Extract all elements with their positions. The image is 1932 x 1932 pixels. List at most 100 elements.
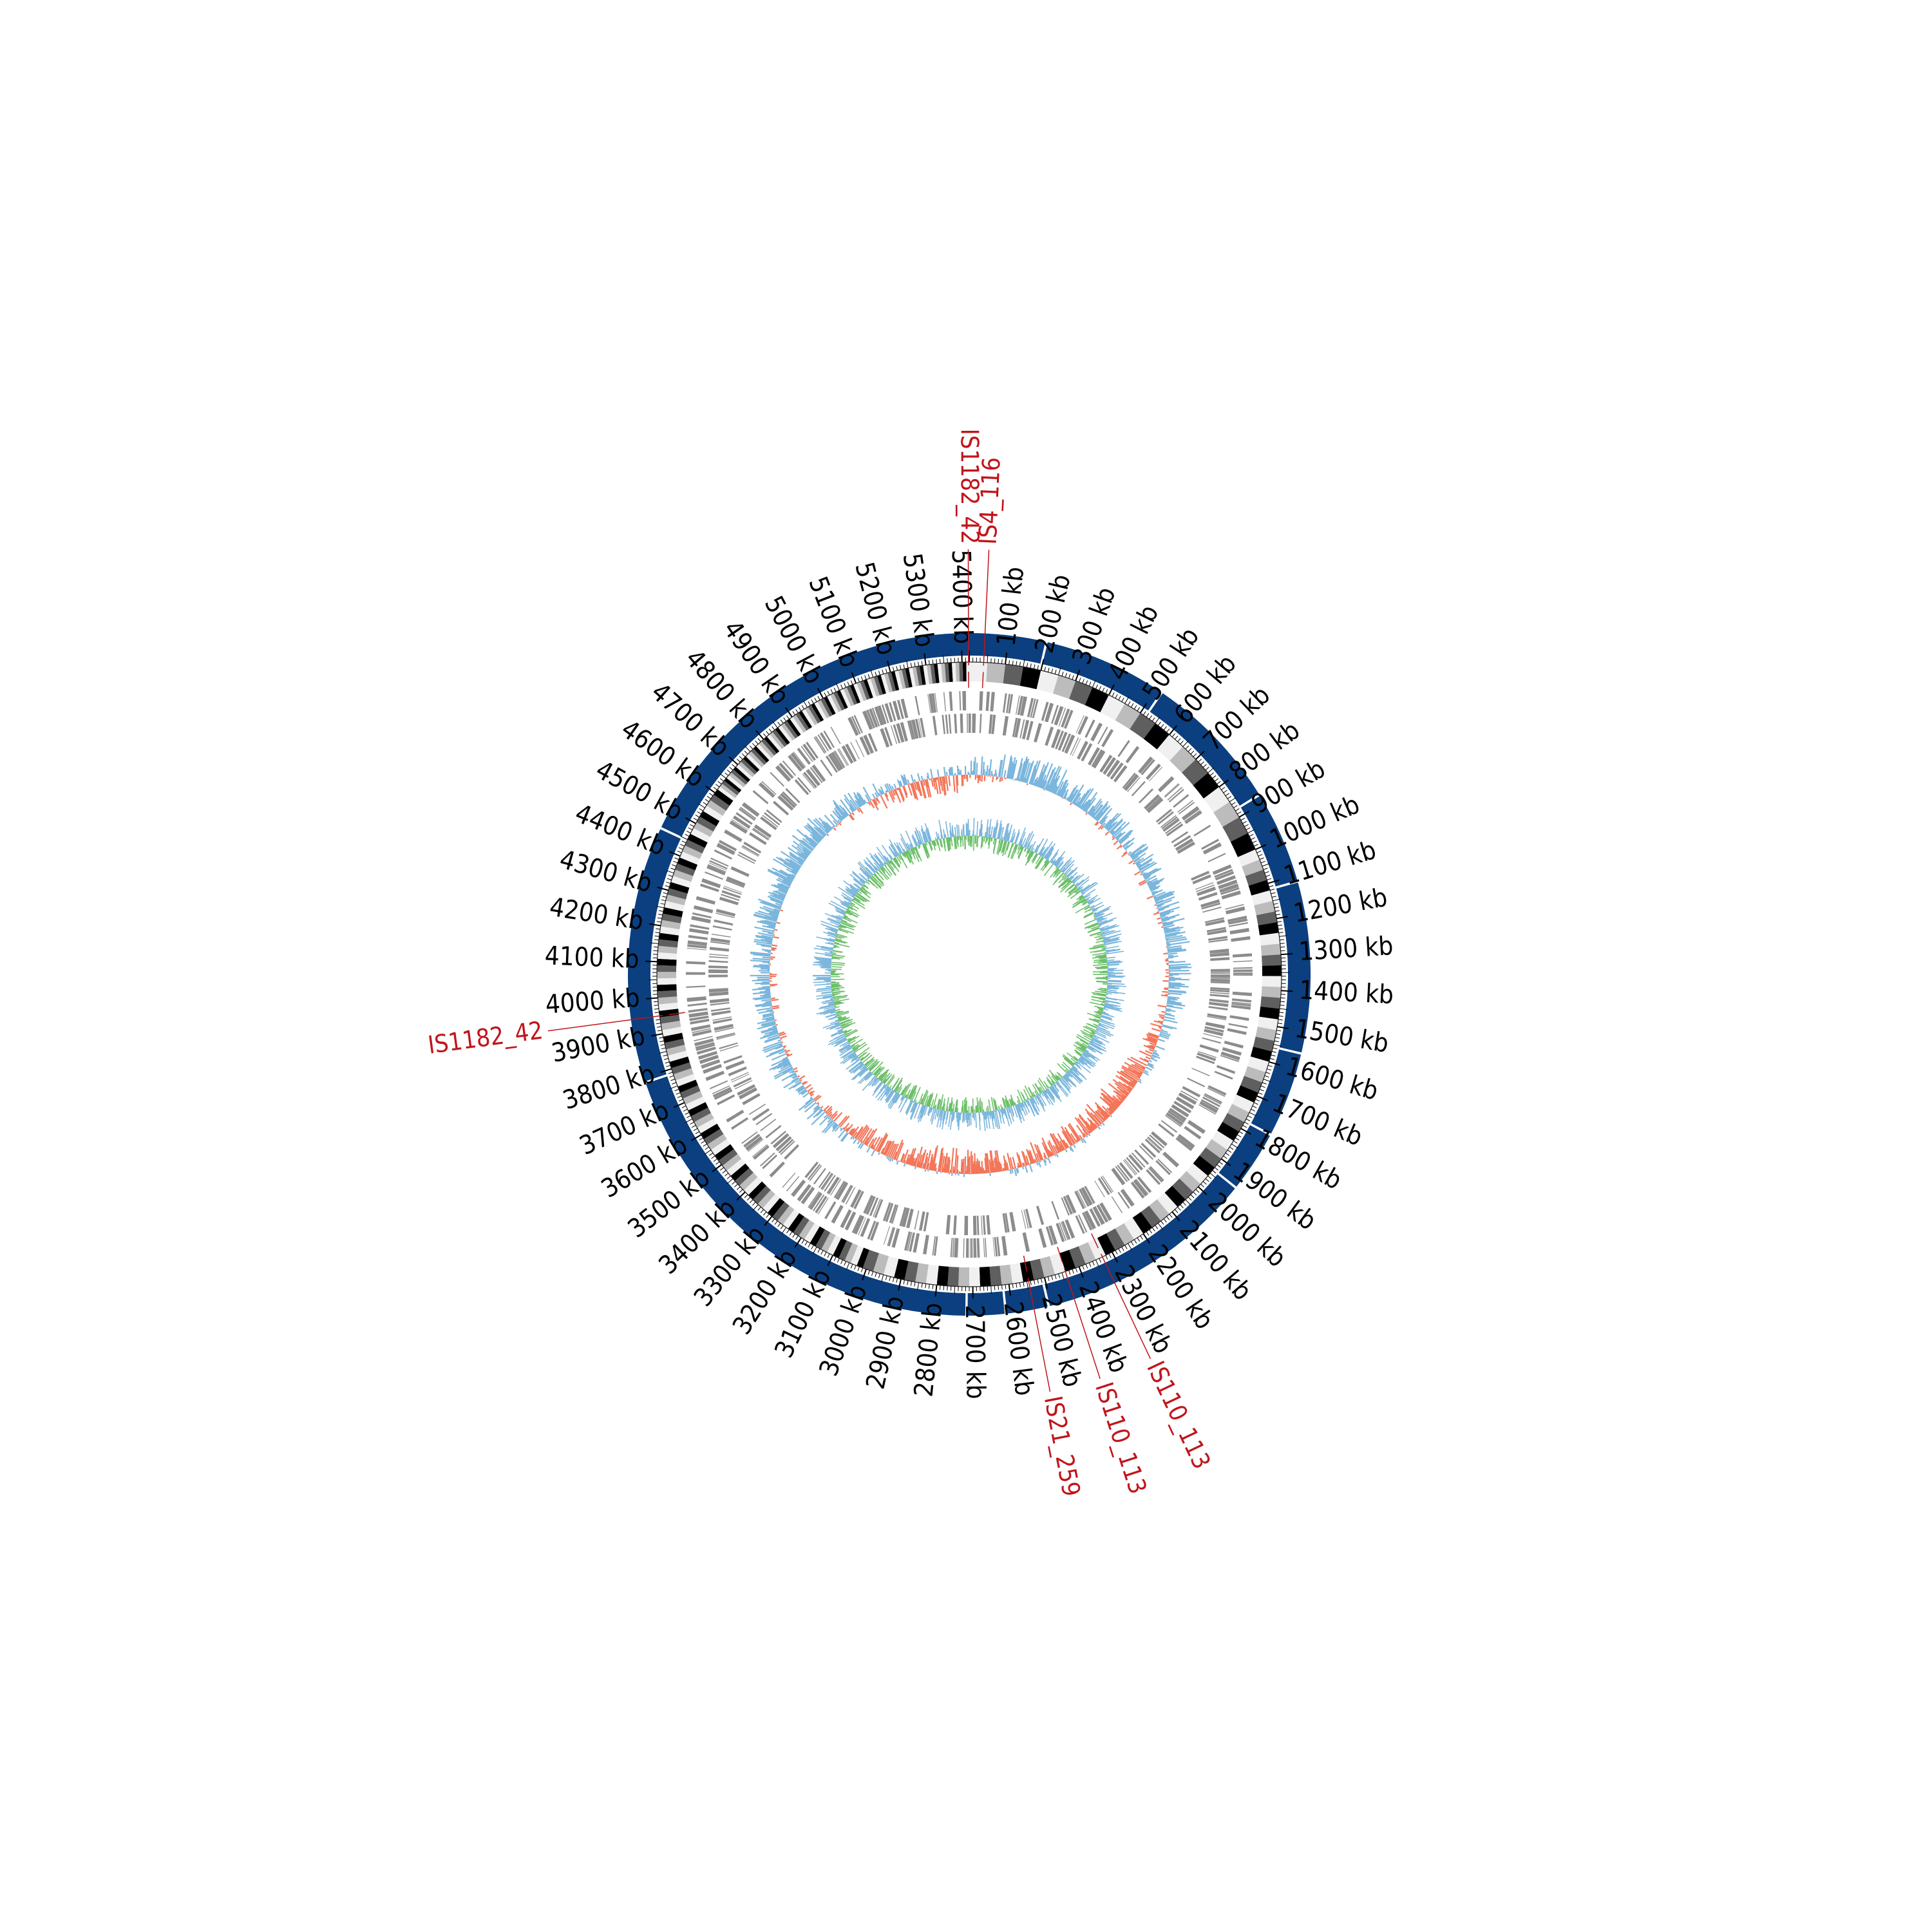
gc-skew-bar [1115,1075,1134,1089]
gc-skew-bar [1152,893,1155,896]
gene-block [700,883,719,893]
gc-skew-bar [765,992,771,994]
gene-block [723,1055,743,1064]
tick-mark [1233,1141,1238,1144]
gc-content-bar [987,1105,989,1112]
gc-skew-bar [851,1126,859,1137]
tick-mark [798,707,802,712]
gene-block [1231,1001,1251,1005]
gc-skew-bar [1124,1095,1128,1097]
gc-skew-bar [942,776,947,795]
gc-skew-bar [1164,1016,1175,1020]
gc-content-bar [923,831,928,843]
gc-skew-bar [849,799,858,810]
gene-block [715,1032,735,1039]
gene-block [688,1008,708,1013]
gene-block [804,1161,819,1179]
gc-skew-bar [1146,878,1158,885]
karyotype-band [843,687,855,706]
gc-content-bar [900,838,908,851]
gene-block [1175,1137,1193,1151]
gc-skew-bar [1009,1157,1014,1170]
gc-skew-bar [1072,793,1081,804]
gc-skew-bar [1165,1010,1171,1012]
gene-block [1217,875,1236,886]
gc-skew-bar [1105,813,1122,830]
gc-content-bar [990,1111,994,1130]
gene-block [923,1212,929,1232]
gc-skew-bar [1106,1094,1120,1107]
karyotype-band [860,680,870,700]
gene-block [920,717,926,737]
gene-block [778,1139,794,1154]
gc-skew-bar [1119,1089,1128,1097]
gc-skew-bar [789,1070,795,1074]
gc-content-bar [932,840,936,851]
gc-skew-bar [847,792,859,809]
gc-content-bar [1061,871,1063,873]
gc-content-bar [1068,875,1073,879]
tick-mark [1130,703,1134,708]
gc-skew-bar [1049,1133,1061,1153]
tick-mark [1274,1037,1280,1039]
tick-mark [1225,1152,1229,1156]
gc-content-bar [1094,949,1106,953]
gc-content-bar [983,1112,986,1120]
gc-content-bar [1096,1028,1114,1036]
karyotype-band [714,789,734,806]
gc-content-bar [852,1047,855,1050]
karyotype-band [657,990,677,998]
karyotype-band [1115,703,1141,730]
gc-skew-bar [1142,872,1148,876]
gc-skew-bar [881,790,884,795]
gc-skew-bar [1157,922,1162,925]
karyotype-band [837,690,848,709]
gc-content-bar [1068,887,1078,895]
tick-mark [792,711,796,715]
gc-content-bar [898,1087,902,1094]
gc-skew-bar [776,857,799,871]
gc-skew-bar [886,782,891,791]
karyotype-band [1227,1104,1249,1122]
gc-skew-bar [1112,837,1115,840]
gc-skew-bar [1068,793,1074,802]
gene-block [696,1046,716,1055]
gc-content-bar [1105,997,1117,1001]
gene-block [717,1094,735,1106]
tick-mark [709,1152,714,1156]
gc-skew-bar [1100,826,1104,830]
gc-content-bar [834,896,849,906]
gc-skew-bar [804,1099,815,1109]
gc-skew-bar [1166,936,1186,942]
gc-content-bar [996,1110,1001,1130]
gc-content-bar [1079,888,1083,892]
gc-skew-bar [1112,1095,1122,1104]
tick-mark [732,764,736,768]
tick-mark [703,1143,707,1147]
karyotype-band [895,670,903,690]
gc-content-bar [1081,1054,1096,1065]
gc-content-bar [1007,837,1010,842]
karyotype-band [1019,667,1041,690]
tick-mark [768,728,772,733]
gc-skew-bar [781,1041,784,1044]
gc-skew-bar [1104,1110,1111,1117]
gene-block [1226,906,1245,914]
tick-mark [1160,724,1164,728]
gc-skew-bar [1168,985,1189,988]
gene-block [1117,1164,1130,1181]
gc-content-bar [1095,1025,1098,1027]
gc-skew-bar [781,904,782,906]
gc-skew-bar [757,898,782,909]
gc-skew-bar [891,786,895,790]
gene-block [1117,1191,1130,1209]
gc-content-bar [823,931,837,936]
gene-block [710,1007,730,1012]
gc-skew-bar [774,929,778,931]
gene-block [1227,1028,1247,1035]
gc-skew-bar [869,800,875,809]
gc-content-bar [1091,1039,1102,1045]
karyotype-band [665,895,687,905]
gc-skew-bar [904,1160,906,1164]
gc-skew-bar [1149,1042,1157,1046]
